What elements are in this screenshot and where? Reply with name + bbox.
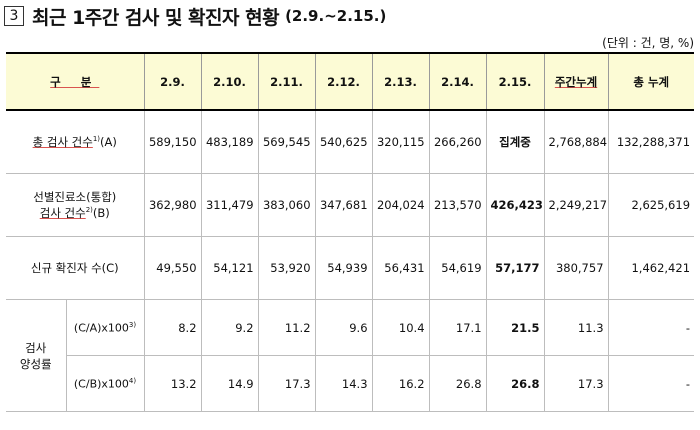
table-cell: 57,177 [485, 236, 545, 300]
table-cell: 54,939 [314, 236, 373, 300]
table-cell-weekly: 17.3 [543, 355, 609, 412]
table-cell: 362,980 [143, 173, 202, 237]
table-cell-grand: 1,462,421 [607, 236, 695, 300]
section-number: 3 [4, 6, 24, 26]
table-cell: 9.2 [200, 299, 259, 356]
table-cell: 49,550 [143, 236, 202, 300]
header-date: 2.9. [143, 52, 202, 111]
table-cell: 54,121 [200, 236, 259, 300]
table-cell-weekly: 2,768,884 [543, 109, 609, 174]
table-cell: 266,260 [428, 109, 487, 174]
table-cell-weekly: 380,757 [543, 236, 609, 300]
header-date: 2.11. [257, 52, 316, 111]
table-cell: 53,920 [257, 236, 316, 300]
header-date: 2.10. [200, 52, 259, 111]
row-label-cb: (C/B)x1004) [66, 355, 145, 412]
table-cell-pending: 집계중 [485, 109, 545, 174]
table-row: 검사 양성률 (C/A)x1003) 8.2 9.2 11.2 9.6 10.4… [6, 299, 695, 412]
table-cell: 540,625 [314, 109, 373, 174]
table-cell-weekly: 11.3 [543, 299, 609, 356]
row-label-new-cases: 신규 확진자 수(C) [6, 236, 145, 300]
table-cell: 426,423 [485, 173, 545, 237]
table-cell: 16.2 [371, 355, 430, 412]
row-label-ca: (C/A)x1003) [65, 299, 145, 356]
header-date: 2.15. [485, 52, 545, 111]
table-cell-weekly: 2,249,217 [543, 173, 609, 237]
table-cell: 204,024 [371, 173, 430, 237]
table-cell: 569,545 [257, 109, 316, 174]
header-weekly-total: 주간누계 [543, 52, 609, 111]
table-row: 신규 확진자 수(C) 49,550 54,121 53,920 54,939 … [6, 236, 695, 300]
header-date: 2.14. [428, 52, 487, 111]
header-date: 2.12. [314, 52, 373, 111]
stats-table: 구 분 2.9. 2.10. 2.11. 2.12. 2.13. 2.14. 2… [6, 52, 695, 412]
table-cell: 13.2 [143, 355, 202, 412]
row-label-total-tests: 총 검사 건수1)(A) [6, 109, 145, 174]
row-label-screening-tests: 선별진료소(통합) 검사 건수2)(B) [6, 173, 145, 237]
title-text: 최근 1주간 검사 및 확진자 현황 [32, 6, 280, 29]
table-cell: 14.9 [200, 355, 259, 412]
unit-label: (단위 : 건, 명, %) [602, 36, 694, 50]
header-date: 2.13. [371, 52, 430, 111]
row-label-positivity: 검사 양성률 [6, 299, 67, 412]
table-cell: 56,431 [371, 236, 430, 300]
table-cell: 589,150 [143, 109, 202, 174]
table-row: 선별진료소(통합) 검사 건수2)(B) 362,980 311,479 383… [6, 173, 695, 237]
table-cell-grand: - [607, 355, 695, 412]
table-cell: 14.3 [314, 355, 373, 412]
table-cell: 320,115 [371, 109, 430, 174]
section-title: 3 최근 1주간 검사 및 확진자 현황 (2.9.~2.15.) [4, 3, 386, 29]
table-cell-grand: 2,625,619 [607, 173, 695, 237]
header-grand-total: 총 누계 [607, 52, 695, 111]
table-cell: 54,619 [428, 236, 487, 300]
table-row: (C/B)x1004) 13.2 14.9 17.3 14.3 16.2 26.… [6, 355, 695, 412]
table-cell-grand: 132,288,371 [607, 109, 695, 174]
header-row: 구 분 2.9. 2.10. 2.11. 2.12. 2.13. 2.14. 2… [6, 52, 695, 111]
table-cell: 347,681 [314, 173, 373, 237]
table-cell: 311,479 [200, 173, 259, 237]
title-date-range: (2.9.~2.15.) [285, 7, 387, 25]
table-row: 총 검사 건수1)(A) 589,150 483,189 569,545 540… [6, 109, 695, 174]
table-cell: 483,189 [200, 109, 259, 174]
table-cell: 213,570 [428, 173, 487, 237]
table-cell: 11.2 [257, 299, 316, 356]
table-cell: 17.1 [428, 299, 487, 356]
table-cell: 26.8 [485, 355, 545, 412]
table-cell: 8.2 [143, 299, 202, 356]
table-cell: 9.6 [314, 299, 373, 356]
table-cell: 21.5 [485, 299, 545, 356]
table-cell: 383,060 [257, 173, 316, 237]
header-category: 구 분 [6, 52, 145, 111]
table-cell: 26.8 [428, 355, 487, 412]
table-cell: 10.4 [371, 299, 430, 356]
table-cell: 17.3 [257, 355, 316, 412]
table-cell-grand: - [607, 299, 695, 356]
